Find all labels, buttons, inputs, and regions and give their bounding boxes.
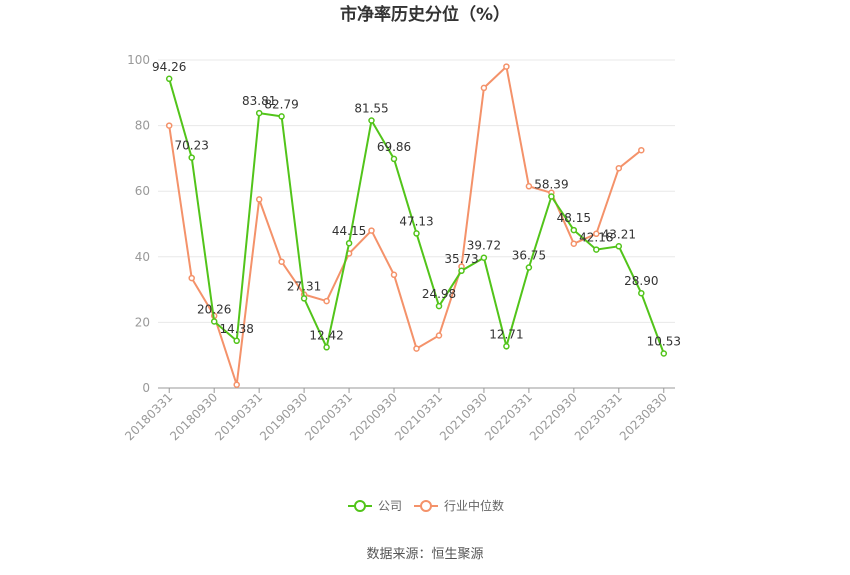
company-data-label: 82.79 <box>264 97 298 111</box>
company-point[interactable] <box>390 155 398 163</box>
company-point[interactable] <box>368 117 375 124</box>
company-point[interactable] <box>548 193 555 200</box>
company-data-label: 27.31 <box>287 279 321 293</box>
grid <box>158 59 675 323</box>
x-tick-label: 20180331 <box>122 390 175 443</box>
company-point[interactable] <box>458 267 465 275</box>
company-data-label: 20.26 <box>197 303 231 317</box>
industry-median-point[interactable] <box>165 122 173 129</box>
industry-median-point[interactable] <box>638 146 645 154</box>
industry-median-point[interactable] <box>503 63 510 70</box>
x-tick-label: 20200331 <box>302 390 355 443</box>
company-point[interactable] <box>323 344 330 351</box>
industry-median-point[interactable] <box>323 297 330 305</box>
company-point[interactable] <box>503 343 510 350</box>
x-tick-label: 20200930 <box>347 390 400 443</box>
industry-median-point[interactable] <box>525 183 533 190</box>
company-data-label: 35.73 <box>444 252 478 266</box>
company-point[interactable] <box>255 109 263 117</box>
y-tick-label: 20 <box>135 315 150 329</box>
y-tick-label: 80 <box>135 119 150 133</box>
company-point[interactable] <box>435 302 443 310</box>
industry-median-point[interactable] <box>435 332 443 339</box>
x-tick-label: 20190930 <box>257 390 310 443</box>
y-tick-label: 0 <box>142 381 150 395</box>
x-tick-label: 20180930 <box>167 390 220 443</box>
company-data-label: 12.71 <box>489 327 523 341</box>
industry-median-point[interactable] <box>233 381 240 388</box>
company-point[interactable] <box>210 318 218 325</box>
company-data-label: 81.55 <box>354 102 388 116</box>
company-data-label: 42.18 <box>579 231 613 245</box>
company-data-label: 83.81 <box>242 94 276 108</box>
x-tick-label: 20190331 <box>212 390 265 443</box>
industry-median-point[interactable] <box>368 227 375 234</box>
y-tick-label: 100 <box>127 53 150 67</box>
company-point[interactable] <box>188 154 195 161</box>
company-point[interactable] <box>278 113 285 120</box>
company-data-label: 58.39 <box>534 178 568 192</box>
x-tick-label: 20220930 <box>527 390 580 443</box>
industry-median-point[interactable] <box>615 164 623 172</box>
industry-median-point[interactable] <box>413 345 420 352</box>
industry-median-point[interactable] <box>278 258 285 265</box>
company-point[interactable] <box>525 264 533 271</box>
company-data-label: 94.26 <box>152 60 186 74</box>
source-note: 数据来源：恒生聚源 <box>366 547 483 562</box>
company-point[interactable] <box>660 350 668 357</box>
industry-median-point[interactable] <box>593 230 600 238</box>
legend-industry-marker <box>420 500 432 512</box>
industry-median-point[interactable] <box>188 274 195 282</box>
company-data-label: 69.86 <box>377 140 411 154</box>
company-data-label: 12.42 <box>309 328 343 342</box>
y-tick-label: 60 <box>135 184 150 198</box>
x-tick-label: 20210930 <box>437 390 490 443</box>
company-point[interactable] <box>570 226 578 234</box>
axes: 0 20 40 60 80 100 2018033120180930201903312019… <box>122 53 675 443</box>
company-data-label: 39.72 <box>467 239 501 253</box>
company-point[interactable] <box>593 246 600 253</box>
x-tick-label: 20210331 <box>392 390 445 443</box>
chart-title: 市净率历史分位（%） <box>340 4 510 25</box>
y-tick-label: 40 <box>135 250 150 264</box>
company-data-label: 44.15 <box>332 224 366 238</box>
industry-median-point[interactable] <box>480 84 488 92</box>
company-data-label: 28.90 <box>624 274 658 288</box>
company-point[interactable] <box>165 75 173 83</box>
legend-industry-label: 行业中位数 <box>444 498 504 513</box>
company-point[interactable] <box>413 230 420 237</box>
industry-median-series-line <box>168 64 642 386</box>
company-point[interactable] <box>480 254 488 261</box>
company-data-label: 47.13 <box>399 214 433 228</box>
company-point[interactable] <box>615 243 623 250</box>
company-point[interactable] <box>300 295 308 302</box>
x-tick-label: 20230830 <box>617 390 670 443</box>
x-tick-label: 20230331 <box>572 390 625 443</box>
legend-company-marker <box>354 500 366 512</box>
company-data-label: 43.21 <box>602 227 636 241</box>
company-data-label: 36.75 <box>512 249 546 263</box>
industry-median-point[interactable] <box>570 240 578 247</box>
company-data-label: 10.53 <box>647 335 681 349</box>
company-data-label: 24.98 <box>422 287 456 301</box>
company-data-label: 70.23 <box>175 139 209 153</box>
company-data-label: 48.15 <box>557 211 591 225</box>
legend[interactable]: 公司 行业中位数 <box>348 498 504 513</box>
industry-median-point[interactable] <box>390 271 398 279</box>
company-point[interactable] <box>638 289 645 297</box>
company-point[interactable] <box>345 239 353 247</box>
series-layer <box>165 63 668 388</box>
x-tick-label: 20220331 <box>482 390 535 443</box>
industry-median-point[interactable] <box>255 196 263 203</box>
company-point[interactable] <box>233 337 240 345</box>
legend-item-company[interactable]: 公司 <box>348 499 402 513</box>
company-data-label: 14.38 <box>220 322 254 336</box>
legend-company-label: 公司 <box>378 499 402 513</box>
legend-item-industry-median[interactable]: 行业中位数 <box>414 498 504 513</box>
